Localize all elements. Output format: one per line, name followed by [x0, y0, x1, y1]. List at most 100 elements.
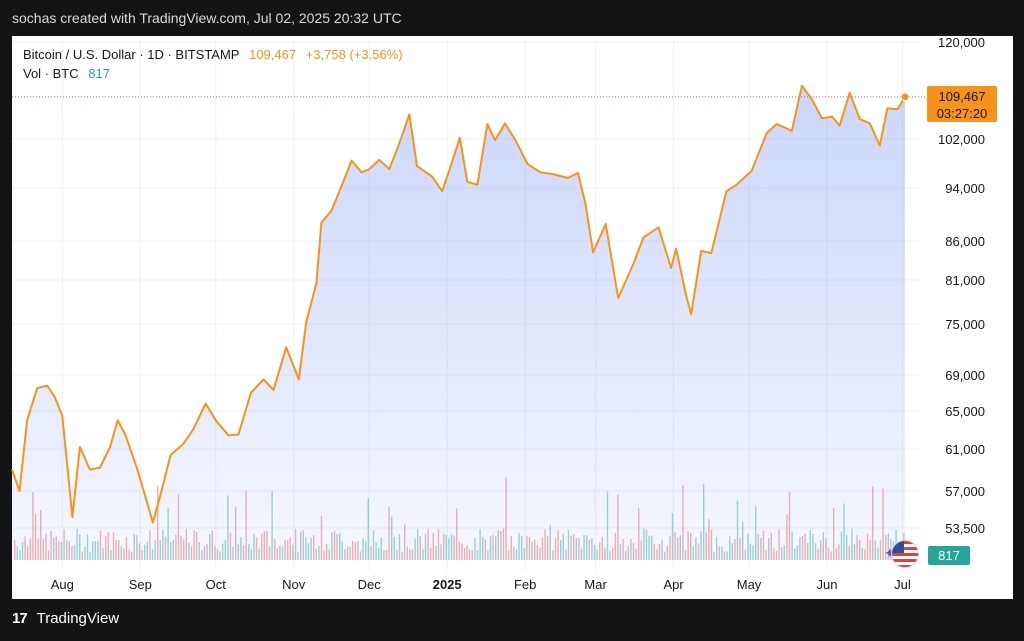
price-point: [670, 267, 672, 269]
price-point: [859, 118, 861, 120]
x-tick-label: Mar: [584, 577, 607, 592]
brand-name: TradingView: [36, 610, 120, 627]
price-point: [776, 123, 778, 125]
x-tick-label: Nov: [282, 577, 306, 592]
price-point: [298, 378, 300, 380]
price-point: [486, 123, 488, 125]
price-point: [577, 172, 579, 174]
price-point: [791, 130, 793, 132]
price-point: [605, 223, 607, 225]
price-point: [351, 160, 353, 162]
x-tick-label: May: [737, 577, 762, 592]
us-flag-icon[interactable]: [891, 540, 919, 568]
price-point: [879, 144, 881, 147]
price-point: [849, 92, 851, 94]
price-point: [18, 490, 21, 492]
y-tick-label: 86,000: [945, 234, 985, 249]
y-tick-label: 53,500: [945, 521, 985, 536]
price-point: [388, 168, 390, 170]
price-point: [89, 469, 91, 471]
tradingview-logo-icon: 17: [12, 610, 28, 627]
volume-badge: 817: [928, 546, 970, 565]
x-tick-label: Jul: [894, 577, 911, 592]
countdown-timer: 03:27:20: [936, 106, 988, 121]
price-point: [79, 446, 81, 448]
x-tick-label: Oct: [206, 577, 227, 592]
price-point: [162, 485, 164, 487]
price-point: [527, 163, 529, 165]
price-point: [476, 184, 478, 186]
price-point: [315, 282, 317, 285]
price-point: [398, 142, 400, 144]
price-point: [192, 429, 194, 431]
price-point: [904, 96, 906, 98]
price-point: [215, 419, 217, 421]
x-tick-label: Apr: [663, 577, 684, 592]
price-point: [821, 117, 823, 119]
price-point: [539, 171, 541, 173]
price-point: [642, 236, 645, 239]
y-tick-label: 102,000: [938, 132, 985, 147]
price-point: [124, 433, 126, 436]
sparkle-icon[interactable]: ✦: [884, 545, 896, 561]
price-point: [886, 107, 889, 109]
y-tick-label: 61,000: [945, 442, 985, 457]
price-point: [431, 176, 433, 178]
price-point: [632, 263, 634, 265]
price-point: [378, 159, 380, 161]
y-tick-label: 65,000: [945, 404, 985, 419]
price-point: [466, 181, 468, 183]
price-point: [441, 190, 443, 192]
symbol-label: Bitcoin / U.S. Dollar · 1D · BITSTAMP: [23, 47, 240, 62]
price-point: [494, 139, 496, 141]
x-tick-label: Aug: [51, 577, 74, 592]
price-point: [46, 385, 48, 387]
price-point: [237, 433, 239, 436]
price-point: [285, 346, 287, 348]
y-tick-label: 69,000: [945, 368, 985, 383]
price-point: [449, 168, 451, 170]
top-bar: sochas created with TradingView.com, Jul…: [0, 0, 1024, 36]
change-text: +3,758 (+3.56%): [305, 47, 403, 62]
price-point: [567, 177, 569, 179]
y-tick-label: 120,000: [938, 35, 985, 50]
footer-brand[interactable]: 17 TradingView: [12, 610, 119, 627]
price-point: [459, 137, 461, 139]
price-point: [26, 419, 28, 421]
price-point: [137, 470, 139, 472]
price-point: [675, 248, 677, 250]
price-point: [320, 222, 322, 224]
price-point: [227, 434, 229, 436]
price-point: [592, 251, 594, 254]
price-point: [262, 378, 265, 380]
price-points: [11, 85, 906, 524]
price-point: [597, 240, 599, 242]
price-point: [831, 116, 833, 118]
x-tick-label: Jun: [817, 577, 838, 592]
price-point: [839, 125, 841, 127]
price-point: [710, 252, 712, 254]
price-point: [305, 321, 307, 323]
price-point: [54, 396, 56, 398]
volume-value: 817: [88, 66, 110, 81]
price-point: [250, 392, 252, 394]
x-tick-label: Feb: [514, 577, 536, 592]
price-point: [205, 403, 207, 405]
price-point: [361, 171, 363, 173]
y-tick-label: 94,000: [945, 181, 985, 196]
price-point: [109, 446, 111, 448]
y-axis: 120,000 102,000 94,000 86,000 81,000 75,000 69…: [938, 35, 985, 536]
price-point: [685, 295, 687, 297]
price-point: [725, 190, 728, 192]
price-point: [11, 469, 13, 471]
price-point: [330, 210, 333, 212]
price-point: [71, 516, 73, 518]
price-point: [584, 203, 587, 205]
price-area-fill: [12, 85, 905, 561]
price-point: [152, 522, 154, 524]
price-point: [416, 165, 418, 167]
price-point: [340, 185, 343, 187]
x-axis: Aug Sep Oct Nov Dec 2025 Feb Mar Apr May Jun Jul: [51, 577, 911, 592]
price-point: [504, 122, 506, 124]
